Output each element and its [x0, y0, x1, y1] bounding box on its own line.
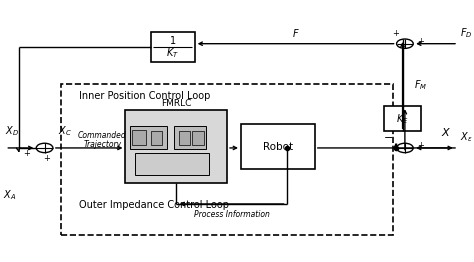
Text: $X$: $X$: [441, 126, 451, 138]
Text: +: +: [392, 29, 399, 38]
FancyBboxPatch shape: [241, 124, 315, 169]
FancyBboxPatch shape: [130, 126, 167, 149]
FancyBboxPatch shape: [151, 131, 163, 145]
Text: +: +: [417, 37, 424, 46]
Text: $F_M$: $F_M$: [414, 78, 428, 92]
FancyBboxPatch shape: [151, 32, 195, 62]
Text: Trajectory: Trajectory: [83, 140, 121, 149]
FancyBboxPatch shape: [179, 131, 190, 145]
Text: $K_E$: $K_E$: [396, 112, 409, 125]
FancyBboxPatch shape: [126, 110, 227, 183]
Text: −: −: [384, 133, 393, 143]
Text: $F$: $F$: [292, 27, 300, 39]
Text: +: +: [24, 149, 30, 158]
Text: $X_D$: $X_D$: [5, 124, 19, 138]
FancyBboxPatch shape: [135, 153, 209, 175]
Text: Robot: Robot: [263, 142, 293, 152]
Text: +: +: [44, 154, 50, 163]
FancyBboxPatch shape: [192, 131, 204, 145]
Text: $X_A$: $X_A$: [3, 189, 17, 203]
FancyBboxPatch shape: [174, 126, 206, 149]
Text: $F_D$: $F_D$: [460, 26, 473, 40]
Text: +: +: [417, 141, 424, 150]
Text: FMRLC: FMRLC: [161, 99, 191, 108]
Text: $K_T$: $K_T$: [166, 46, 179, 59]
FancyBboxPatch shape: [132, 130, 146, 145]
Text: Outer Impedance Control Loop: Outer Impedance Control Loop: [79, 200, 229, 210]
Text: $X_\varepsilon$: $X_\varepsilon$: [460, 131, 473, 144]
Text: Inner Position Control Loop: Inner Position Control Loop: [79, 91, 210, 101]
Text: $X_C$: $X_C$: [58, 124, 72, 138]
Text: Process Information: Process Information: [194, 210, 270, 219]
Text: Commanded: Commanded: [78, 131, 127, 140]
FancyBboxPatch shape: [384, 106, 421, 131]
Text: $1$: $1$: [169, 34, 176, 46]
